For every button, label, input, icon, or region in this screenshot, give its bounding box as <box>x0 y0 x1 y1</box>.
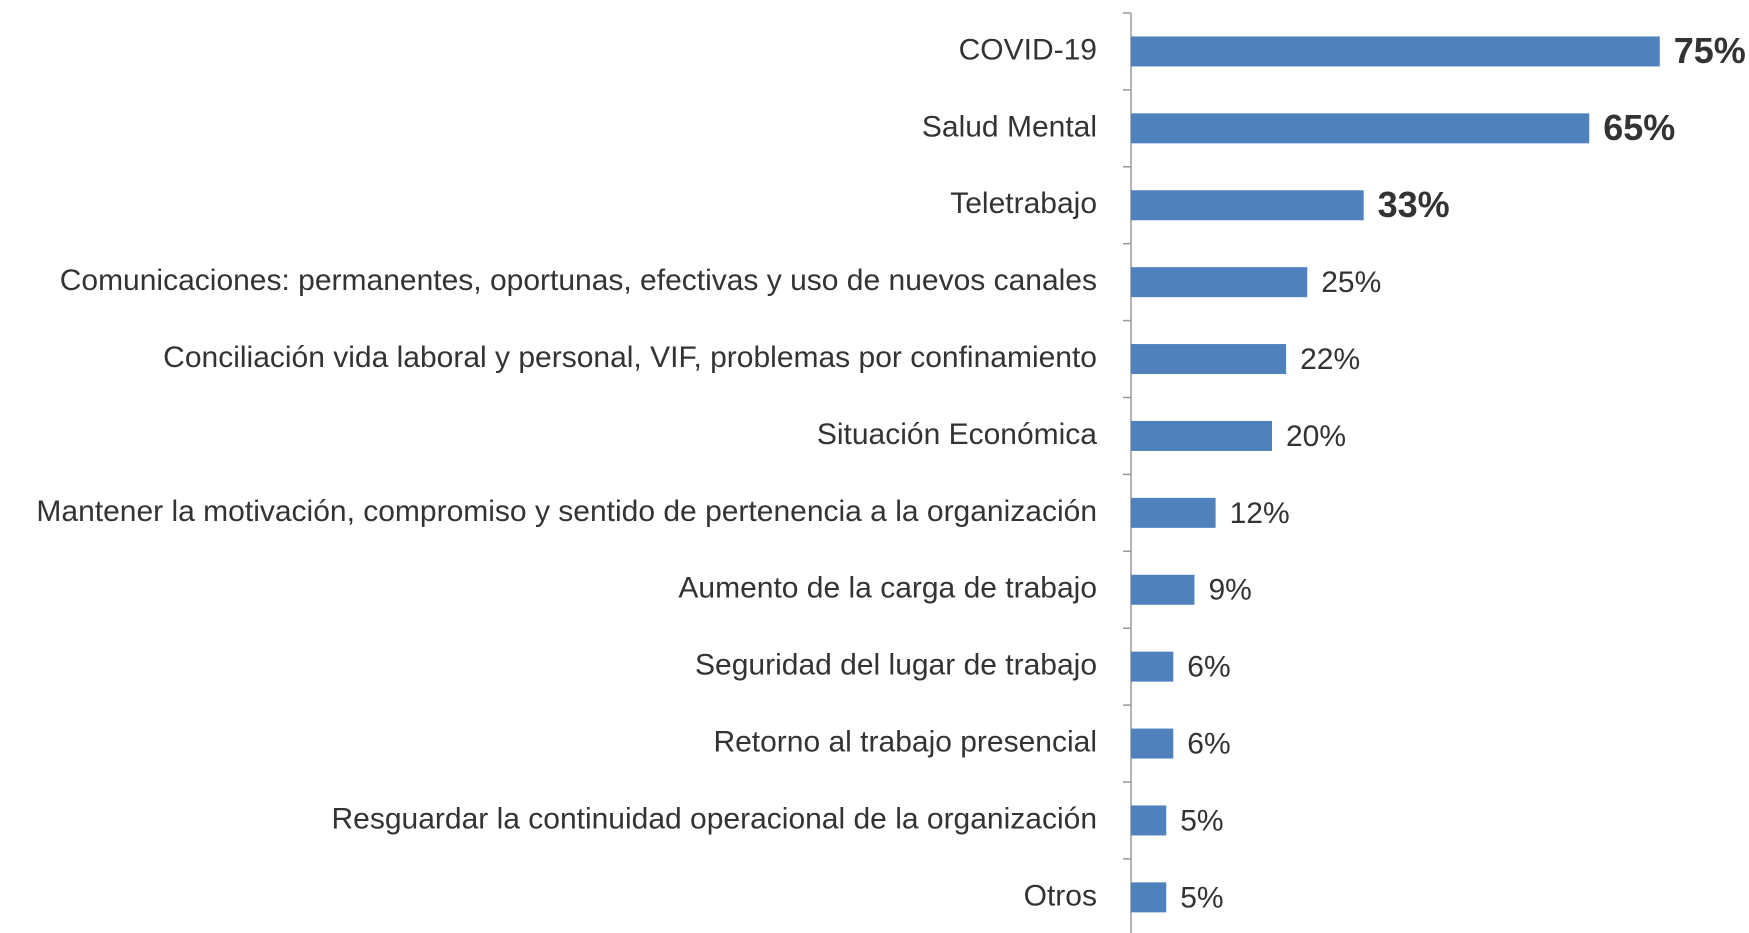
value-label: 6% <box>1187 727 1230 760</box>
bar <box>1131 344 1287 375</box>
category-label: Situación Económica <box>817 418 1097 451</box>
category-label: Resguardar la continuidad operacional de… <box>331 802 1097 835</box>
category-label: Seguridad del lugar de trabajo <box>695 649 1097 682</box>
bar <box>1131 805 1167 836</box>
value-label: 25% <box>1321 266 1381 299</box>
value-label: 9% <box>1208 574 1251 607</box>
bar <box>1131 497 1216 528</box>
category-label: Otros <box>1024 879 1097 912</box>
bar <box>1131 651 1174 682</box>
category-label: Aumento de la carga de trabajo <box>678 572 1097 605</box>
bar <box>1131 113 1590 144</box>
value-label: 6% <box>1187 651 1230 684</box>
value-label: 12% <box>1230 497 1290 530</box>
value-label: 75% <box>1674 30 1746 71</box>
value-label: 5% <box>1180 804 1223 837</box>
bar <box>1131 728 1174 759</box>
bar <box>1131 574 1195 605</box>
category-label: Salud Mental <box>922 110 1097 143</box>
category-label: Mantener la motivación, compromiso y sen… <box>36 495 1097 528</box>
value-label: 22% <box>1300 343 1360 376</box>
value-label: 33% <box>1378 184 1450 225</box>
value-label: 65% <box>1603 107 1675 148</box>
value-label: 5% <box>1180 881 1223 914</box>
bar <box>1131 267 1308 298</box>
value-label: 20% <box>1286 420 1346 453</box>
category-label: Comunicaciones: permanentes, oportunas, … <box>60 264 1097 297</box>
bar <box>1131 420 1272 451</box>
bar <box>1131 882 1167 913</box>
category-label: Conciliación vida laboral y personal, VI… <box>163 341 1097 374</box>
category-label: Retorno al trabajo presencial <box>713 725 1097 758</box>
bar <box>1131 36 1660 67</box>
category-label: Teletrabajo <box>950 187 1097 220</box>
bar <box>1131 190 1364 221</box>
category-label: COVID-19 <box>959 33 1097 66</box>
